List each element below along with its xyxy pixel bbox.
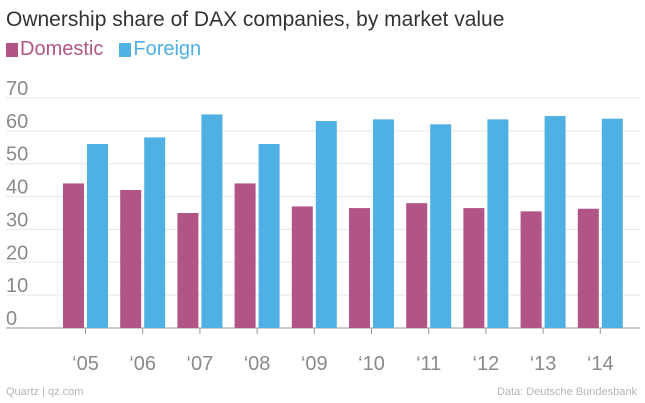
- bar-domestic: [63, 183, 84, 328]
- chart-legend: Domestic Foreign: [6, 38, 217, 61]
- bar-foreign: [87, 144, 108, 328]
- x-tick-label: ‘11: [416, 353, 441, 375]
- legend-swatch-domestic: [6, 42, 18, 57]
- legend-label-foreign: Foreign: [133, 38, 202, 60]
- bar-domestic: [234, 183, 256, 328]
- bar-foreign: [544, 116, 566, 328]
- bar-foreign: [315, 121, 337, 328]
- chart-title: Ownership share of DAX companies, by mar…: [6, 8, 505, 31]
- y-tick-label: 70: [6, 78, 28, 100]
- bar-foreign: [601, 118, 623, 328]
- y-tick-label: 10: [6, 275, 28, 297]
- bar-chart: 0 10 20 30 40 50 60 70 ‘05 ‘06 ‘07 ‘08 ‘09 ‘10 ‘11 ‘12 ‘…: [6, 78, 640, 375]
- x-tick-label: ‘09: [301, 353, 328, 375]
- bar-domestic: [291, 206, 313, 328]
- legend-swatch-foreign: [119, 42, 132, 57]
- bar-domestic: [406, 203, 428, 328]
- bar-foreign: [430, 124, 452, 329]
- bar-domestic: [177, 213, 199, 328]
- x-tick-label: ‘06: [129, 353, 156, 375]
- legend-item-domestic: Domestic: [6, 38, 103, 61]
- y-tick-label: 50: [6, 144, 28, 166]
- x-tick-label: ‘13: [530, 353, 557, 375]
- x-tick-label: ‘14: [587, 353, 614, 375]
- bar-foreign: [487, 119, 509, 328]
- x-tick-label: ‘05: [72, 353, 99, 375]
- data-source: Data: Deutsche Bundesbank: [496, 386, 637, 398]
- legend-item-foreign: Foreign: [119, 38, 201, 61]
- x-tick-label: ‘12: [473, 353, 500, 375]
- bar-domestic: [463, 208, 485, 328]
- bar-foreign: [258, 144, 280, 328]
- bar-domestic: [120, 190, 142, 328]
- bar-domestic: [577, 208, 599, 328]
- y-tick-label: 60: [6, 111, 28, 133]
- bar-foreign: [201, 114, 223, 328]
- legend-label-domestic: Domestic: [20, 38, 104, 60]
- source-credit: Quartz | qz.com: [6, 386, 84, 398]
- y-tick-label: 20: [6, 242, 28, 264]
- x-tick-label: ‘07: [187, 353, 214, 375]
- bar-domestic: [349, 208, 370, 328]
- bar-domestic: [520, 211, 542, 328]
- y-tick-label: 0: [6, 308, 17, 330]
- bar-foreign: [373, 119, 394, 328]
- y-tick-label: 30: [6, 209, 28, 231]
- bar-foreign: [144, 137, 166, 328]
- x-tick-label: ‘10: [358, 353, 385, 375]
- x-tick-label: ‘08: [244, 353, 271, 375]
- y-tick-label: 40: [6, 177, 28, 199]
